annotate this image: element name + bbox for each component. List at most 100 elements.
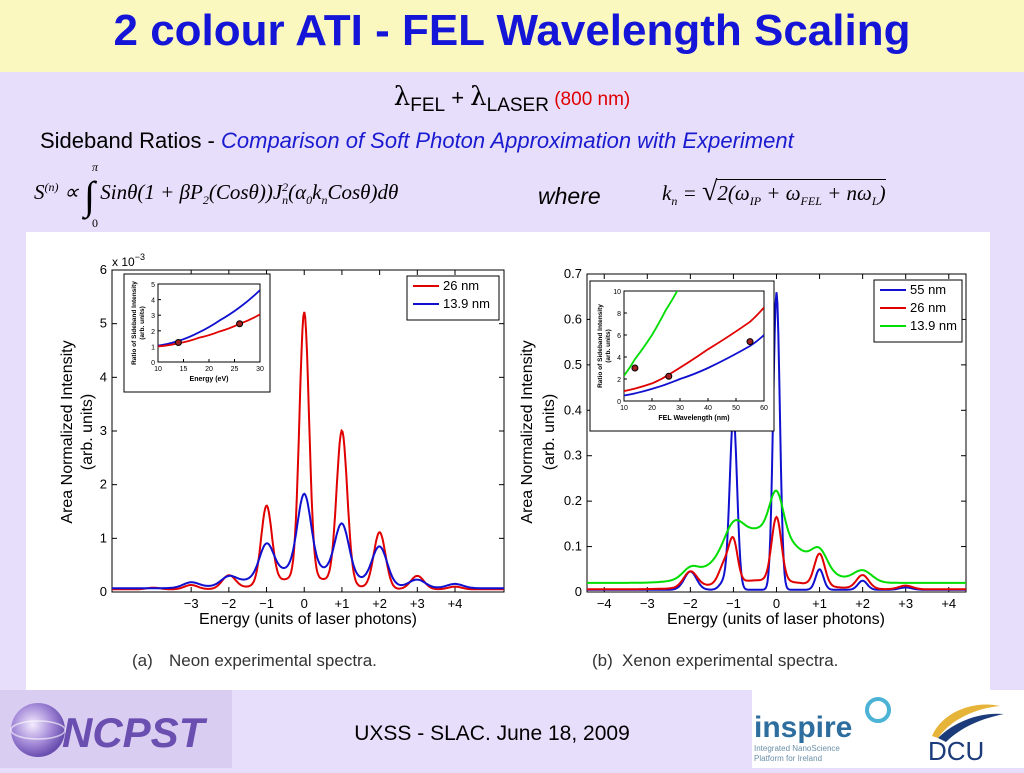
x-tick-label: −1 (259, 596, 274, 611)
inset-data-point (746, 338, 754, 346)
x-tick-label: +2 (855, 596, 870, 611)
slide-title: 2 colour ATI - FEL Wavelength Scaling (113, 6, 911, 55)
x-tick-label: +1 (335, 596, 350, 611)
y-tick-label: 0.6 (564, 311, 582, 326)
inspire-tagline-2: Platform for Ireland (754, 754, 822, 763)
inset-y-axis-label-units: (arb. units) (605, 329, 612, 363)
inset-x-tick-label: 30 (676, 405, 684, 412)
inset-y-tick-label: 2 (151, 329, 155, 336)
inset-data-point (665, 372, 673, 380)
y-tick-label: 4 (100, 369, 107, 384)
inset-x-tick-label: 30 (256, 366, 264, 373)
inset-x-tick-label: 10 (620, 405, 628, 412)
legend-box (406, 275, 500, 321)
inset-curve (624, 334, 764, 397)
figure-panel: x 10−3 Area Normalized Intensity (arb. u… (26, 232, 990, 690)
inset-x-axis-label: Energy (eV) (190, 376, 229, 383)
laser-subscript: LASER (486, 95, 549, 116)
inset-y-tick-label: 0 (151, 360, 155, 367)
inset-frame (623, 290, 765, 402)
inset-x-tick-label: 15 (180, 366, 188, 373)
spectra-figure: x 10−3 Area Normalized Intensity (arb. u… (59, 252, 967, 670)
inset-y-axis-label: Ratio of Sideband Intensity (597, 304, 604, 388)
laser-wavelength-note: (800 nm) (548, 89, 631, 110)
inset-y-tick-label: 4 (617, 355, 621, 362)
xenon-spectra-plot: Area Normalized Intensity (arb. units) E… (519, 266, 967, 670)
legend: 55 nm 26 nm 13.9 nm (873, 279, 963, 343)
series-line-13.9nm (587, 489, 966, 584)
x-tick-label: +3 (898, 596, 913, 611)
inset-x-tick-label: 50 (732, 405, 740, 412)
where-label: where (538, 183, 601, 209)
y-multiplier-label: x 10−3 (112, 252, 145, 269)
dcu-wordmark: DCU (928, 736, 984, 766)
dcu-swoosh-icon-2 (938, 713, 1004, 742)
x-tick-label: +3 (410, 596, 425, 611)
x-axis-label: Energy (units of laser photons) (199, 611, 417, 628)
inset-curve (624, 291, 678, 377)
inspire-tagline-1: Integrated NanoScience (754, 744, 840, 753)
ncpst-logo: NCPST (10, 703, 208, 757)
inset-data-point (631, 364, 639, 372)
ncpst-wordmark: NCPST (62, 709, 208, 756)
inset-y-tick-label: 8 (617, 311, 621, 318)
x-tick-label: +2 (372, 596, 387, 611)
inspire-wordmark: inspire (754, 711, 852, 744)
x-tick-label: +4 (941, 596, 956, 611)
wavelength-equation: λFEL + λLASER (800 nm) (0, 82, 1024, 117)
legend-label: 26 nm (910, 300, 946, 315)
inspire-ring-icon (865, 697, 891, 723)
legend: 26 nm 13.9 nm (406, 275, 500, 321)
inset-y-tick-label: 4 (151, 298, 155, 305)
subtitle-prefix: Sideband Ratios - (40, 128, 221, 153)
inset-y-axis-label: Ratio of Sideband Intensity (131, 281, 138, 365)
inset-x-tick-label: 20 (205, 366, 213, 373)
lambda-symbol-fel: λ (393, 82, 411, 112)
x-tick-label: −4 (597, 596, 612, 611)
y-tick-label: 3 (100, 423, 107, 438)
inset-y-axis-label-units: (arb. units) (139, 306, 146, 340)
inset-y-tick-label: 10 (613, 289, 621, 296)
y-tick-label: 0.3 (564, 448, 582, 463)
inset-plot: 10 15 20 25 30 0 1 2 3 4 5 Energy (eV) Ratio of Side… (123, 273, 271, 393)
dcu-swoosh-icon (932, 704, 1000, 738)
orb-icon (11, 703, 65, 757)
series-line-26nm (587, 515, 966, 591)
y-tick-label: 0.2 (564, 493, 582, 508)
inset-curve (624, 306, 764, 392)
fel-subscript: FEL (410, 95, 446, 116)
partner-logos-svg: inspire Integrated NanoScience Platform … (754, 697, 1004, 766)
x-tick-label: −3 (184, 596, 199, 611)
x-tick-label: −2 (221, 596, 236, 611)
x-tick-label: +1 (812, 596, 827, 611)
title-bar (0, 0, 1024, 72)
caption-tag: (a) (132, 651, 153, 670)
inset-x-axis-label: FEL Wavelength (nm) (658, 415, 729, 422)
inset-background (589, 280, 775, 432)
caption-tag: (b) (592, 651, 613, 670)
inset-y-tick-label: 2 (617, 377, 621, 384)
figure-caption: Neon experimental spectra. (169, 651, 377, 670)
inset-x-tick-label: 40 (704, 405, 712, 412)
y-tick-label: 1 (100, 530, 107, 545)
y-tick-label: 0 (575, 584, 582, 599)
x-tick-label: +4 (448, 596, 463, 611)
lambda-symbol-laser: λ (470, 82, 487, 112)
y-tick-label: 0.7 (564, 266, 582, 281)
x-tick-label: −1 (726, 596, 741, 611)
inset-data-point (174, 339, 182, 346)
legend-label: 13.9 nm (910, 318, 957, 333)
inset-y-tick-label: 3 (151, 313, 155, 320)
inset-x-tick-label: 25 (231, 366, 239, 373)
soft-photon-formula: S(n) ∝ ∫ π 0 Sinθ(1 + βP2(Cosθ))Jn2(α0knCo… (34, 160, 399, 230)
inset-data-point (236, 320, 244, 328)
footer-text: UXSS - SLAC. June 18, 2009 (354, 722, 630, 745)
inset-y-tick-label: 6 (617, 333, 621, 340)
series-line-26nm (112, 311, 504, 591)
legend-label: 26 nm (443, 278, 479, 293)
y-tick-label: 2 (100, 477, 107, 492)
series-line-13.9nm (112, 492, 504, 590)
y-tick-label: 0 (100, 584, 107, 599)
partner-logos: inspire Integrated NanoScience Platform … (752, 690, 1024, 768)
y-tick-label: 6 (100, 262, 107, 277)
